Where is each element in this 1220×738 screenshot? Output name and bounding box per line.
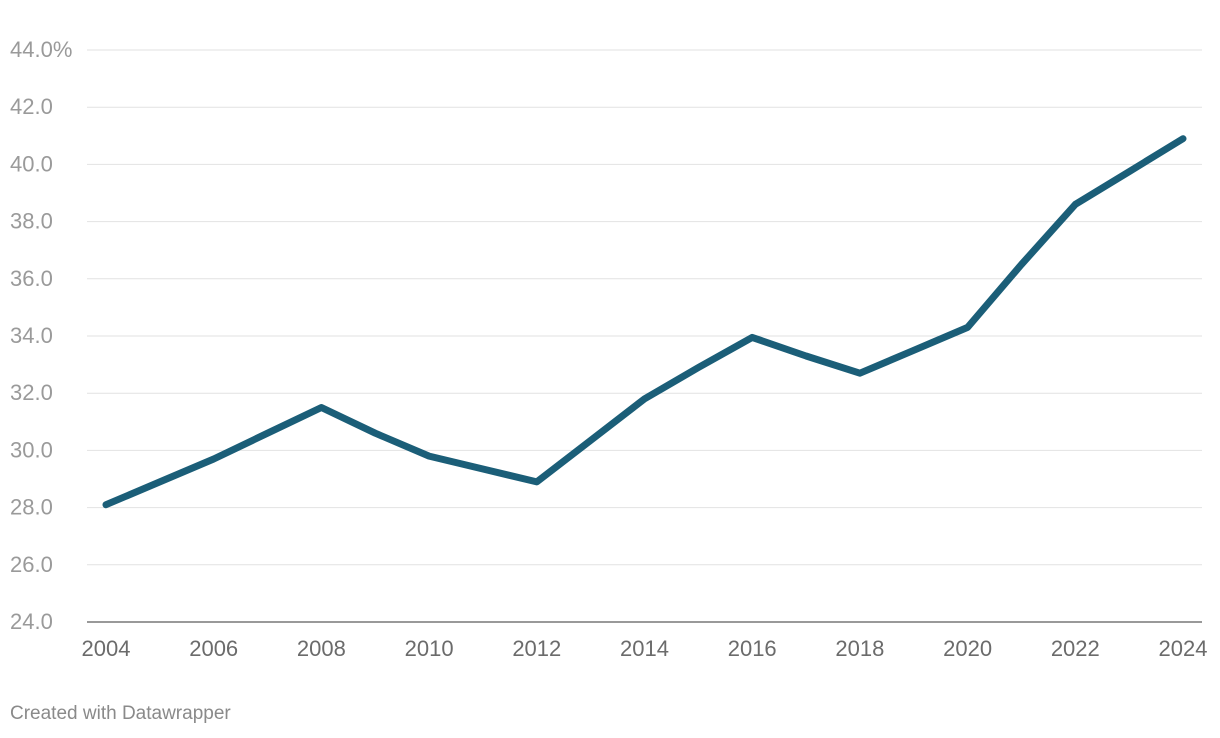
y-tick-label: 28.0 xyxy=(10,495,53,520)
x-tick-label: 2006 xyxy=(189,636,238,661)
y-tick-label: 40.0 xyxy=(10,151,53,176)
y-tick-label: 24.0 xyxy=(10,609,53,634)
x-tick-label: 2024 xyxy=(1159,636,1208,661)
y-axis-labels: 24.0 26.0 28.0 30.0 32.0 34.0 36.0 38.0 40.0 42.0… xyxy=(10,37,72,634)
y-tick-label: 32.0 xyxy=(10,380,53,405)
x-tick-label: 2014 xyxy=(620,636,669,661)
x-tick-label: 2012 xyxy=(512,636,561,661)
x-tick-label: 2004 xyxy=(82,636,131,661)
credit-text: Created with Datawrapper xyxy=(10,703,231,724)
y-tick-label: 42.0 xyxy=(10,94,53,119)
y-tick-label: 38.0 xyxy=(10,209,53,234)
line-chart: 24.0 26.0 28.0 30.0 32.0 34.0 36.0 38.0 40.0 42.0… xyxy=(10,37,1208,661)
y-tick-label: 36.0 xyxy=(10,266,53,291)
y-tick-label: 44.0% xyxy=(10,37,72,62)
x-tick-label: 2010 xyxy=(405,636,454,661)
x-tick-label: 2018 xyxy=(835,636,884,661)
x-tick-label: 2022 xyxy=(1051,636,1100,661)
gridlines xyxy=(87,49,1202,623)
y-tick-label: 34.0 xyxy=(10,323,53,348)
y-tick-label: 26.0 xyxy=(10,552,53,577)
x-axis-labels: 2004 2006 2008 2010 2012 2014 2016 2018 2020 2022… xyxy=(82,636,1208,661)
series-line xyxy=(102,135,1187,509)
x-tick-label: 2020 xyxy=(943,636,992,661)
y-tick-label: 30.0 xyxy=(10,437,53,462)
series-lines xyxy=(102,135,1187,509)
x-tick-label: 2016 xyxy=(728,636,777,661)
x-tick-label: 2008 xyxy=(297,636,346,661)
